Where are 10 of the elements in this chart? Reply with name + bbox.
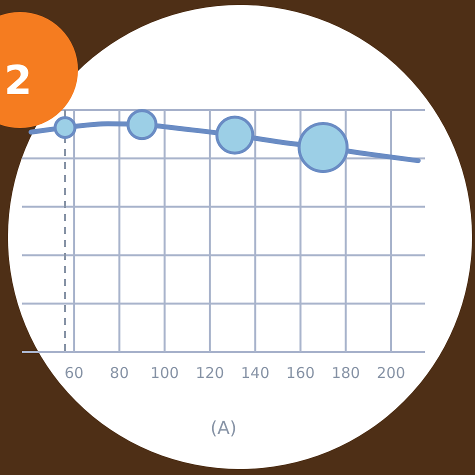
x-tick-label: 100 [150, 364, 179, 382]
x-tick-label: 140 [240, 364, 270, 382]
x-tick-label: 120 [196, 364, 224, 382]
text: 2 [4, 58, 32, 104]
x-axis-title: (A) [210, 418, 237, 439]
x-tick-label: 60 [64, 364, 84, 382]
x-tick-label: 80 [110, 364, 129, 382]
x-tick-label: 180 [331, 364, 360, 382]
x-tick-label: 160 [286, 364, 315, 382]
x-tick-label: 200 [376, 364, 406, 382]
